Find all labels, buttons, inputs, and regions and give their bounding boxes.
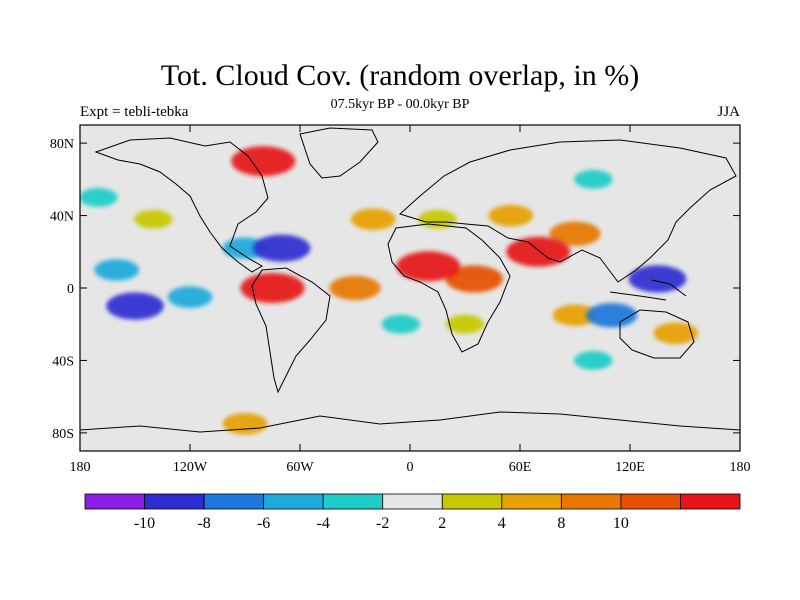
anomaly-arabia-india <box>506 236 571 267</box>
anomaly-greenland-canada <box>231 146 296 177</box>
axis-ticks: 80N 40N 0 40S 80S 180 120W 60W 0 60E 120E 180 <box>50 125 751 475</box>
colorbar-swatch <box>560 493 622 510</box>
anomaly-north-atlantic-subtropics <box>252 234 311 262</box>
anomaly-northern-south-america <box>240 273 305 303</box>
coastline-south-america <box>251 267 331 394</box>
colorbar-swatch <box>620 493 681 510</box>
colorbar-swatch <box>144 493 205 510</box>
coastline-indonesia <box>609 279 687 301</box>
lon-tick-label: 120E <box>615 460 645 475</box>
lat-tick-label: 40N <box>50 210 74 225</box>
anomaly-east-pacific-band <box>167 286 213 308</box>
coastline-antarctica <box>80 411 740 433</box>
anomaly-tibet <box>549 221 601 246</box>
coastline-greenland <box>299 127 379 179</box>
anomaly-antarctic-coast <box>222 413 268 435</box>
colorbar-label: 8 <box>557 515 565 532</box>
coastline-australia <box>619 309 695 359</box>
lat-tick-label: 40S <box>52 354 74 369</box>
colorbar-swatch <box>441 493 503 510</box>
anomaly-tropical-atlantic <box>329 275 381 301</box>
anomaly-north-pacific <box>80 188 118 207</box>
colorbar: -10 -8 -6 -4 -2 2 4 8 10 <box>84 493 741 532</box>
colorbar-swatch <box>322 493 384 510</box>
anomaly-field <box>80 146 699 435</box>
anomaly-east-africa <box>445 265 504 293</box>
coastline-north-america <box>94 137 269 273</box>
anomaly-siberia <box>574 169 613 189</box>
anomaly-south-atlantic <box>381 314 420 334</box>
anomaly-sahel <box>396 251 461 282</box>
coastline-africa <box>387 223 511 353</box>
colorbar-swatch <box>382 493 443 510</box>
season-label: JJA <box>717 104 740 120</box>
anomaly-mediterranean <box>418 209 457 229</box>
colorbar-label: 10 <box>613 515 629 532</box>
colorbar-swatch <box>203 493 265 510</box>
colorbar-swatch <box>263 493 324 510</box>
colorbar-label: -2 <box>376 515 389 532</box>
anomaly-central-asia <box>488 204 534 227</box>
anomaly-east-pacific-south <box>106 292 164 320</box>
colorbar-swatch <box>501 493 562 510</box>
experiment-label: Expt = tebli-tebka <box>80 104 189 120</box>
plot-title: Tot. Cloud Cov. (random overlap, in %) <box>160 59 640 92</box>
colorbar-label: 4 <box>498 515 506 532</box>
anomaly-north-atlantic-40n <box>350 208 396 230</box>
lon-tick-label: 60E <box>509 460 532 475</box>
anomaly-southern-africa <box>445 314 485 334</box>
anomaly-north-pacific-east <box>134 209 173 229</box>
anomaly-indian-ocean-south <box>586 303 638 328</box>
lon-tick-label: 0 <box>407 460 414 475</box>
anomaly-central-pacific-north <box>94 259 140 281</box>
lat-tick-label: 80S <box>52 427 74 442</box>
lon-tick-label: 120W <box>173 460 208 475</box>
colorbar-label: -6 <box>257 515 270 532</box>
anomaly-southern-ocean-band <box>574 351 613 370</box>
coastline-eurasia <box>399 139 737 283</box>
lon-tick-label: 180 <box>70 460 91 475</box>
plot-subtitle: 07.5kyr BP - 00.0kyr BP <box>330 97 470 112</box>
coastlines <box>80 127 740 433</box>
lat-tick-label: 80N <box>50 137 74 152</box>
colorbar-swatch <box>680 493 741 510</box>
lat-tick-label: 0 <box>67 282 74 297</box>
anomaly-australia-east <box>653 322 699 345</box>
lon-tick-label: 180 <box>730 460 751 475</box>
colorbar-swatch <box>84 493 145 510</box>
colorbar-label: -10 <box>134 515 155 532</box>
colorbar-label: -4 <box>317 515 330 532</box>
colorbar-label: 2 <box>438 515 446 532</box>
lon-tick-label: 60W <box>286 460 314 475</box>
anomaly-indian-ocean-east <box>552 304 598 327</box>
colorbar-label: -8 <box>197 515 210 532</box>
